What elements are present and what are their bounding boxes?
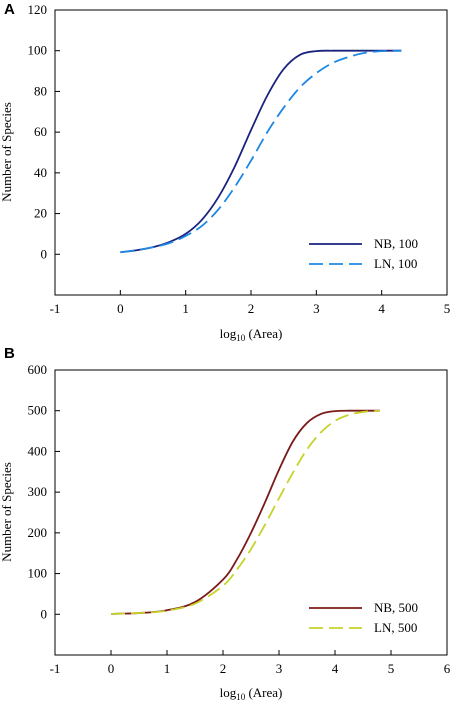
x-tick-label: 1 (164, 661, 171, 676)
y-tick-label: 400 (28, 443, 48, 458)
plot-frame-a (54, 9, 448, 296)
x-tick-label: 0 (117, 301, 124, 316)
y-tick-label: 100 (28, 43, 48, 58)
x-tick-label: 4 (332, 661, 339, 676)
x-tick-label: -1 (50, 301, 61, 316)
x-tick-label: 5 (444, 301, 451, 316)
x-tick-label: 3 (276, 661, 283, 676)
x-tick-label: 3 (313, 301, 320, 316)
x-tick-label: -1 (50, 661, 61, 676)
y-tick-label: 300 (28, 484, 48, 499)
y-tick-label: 600 (28, 362, 48, 377)
x-axis-title-b: log10 (Area) (220, 685, 283, 702)
y-tick-label: 100 (28, 566, 48, 581)
series-line-ln-100 (120, 49, 402, 254)
x-ticks-b: -1 0 1 2 3 4 5 6 (50, 650, 451, 676)
series-line-ln-500 (110, 409, 380, 615)
x-axis-title-a: log10 (Area) (220, 326, 283, 343)
y-ticks-b: 0 100 200 300 400 500 600 (28, 362, 60, 621)
series-lines-b (110, 409, 380, 615)
y-tick-label: 80 (34, 83, 47, 98)
x-tick-label: 4 (378, 301, 385, 316)
series-line-nb-500 (110, 409, 380, 615)
y-tick-label: 40 (34, 165, 47, 180)
plot-frame-b (54, 369, 448, 656)
y-axis-title-b: Number of Species (0, 462, 14, 562)
x-ticks-a: -1 0 1 2 3 4 5 (50, 290, 451, 316)
legend-label-nb-500: NB, 500 (374, 600, 418, 615)
y-tick-label: 20 (34, 206, 47, 221)
y-axis-title-a: Number of Species (0, 102, 14, 202)
panel-label-b: B (4, 345, 15, 362)
x-tick-label: 2 (248, 301, 255, 316)
x-tick-label: 6 (444, 661, 451, 676)
series-line-nb-100 (120, 49, 402, 254)
x-tick-label: 2 (220, 661, 227, 676)
x-tick-label: 5 (388, 661, 395, 676)
y-tick-label: 500 (28, 403, 48, 418)
y-tick-label: 0 (41, 246, 48, 261)
series-lines-a (120, 49, 402, 254)
y-tick-label: 0 (41, 606, 48, 621)
y-tick-label: 120 (28, 2, 48, 17)
panel-b: B -1 0 1 2 3 4 5 6 0 100 200 300 400 500 600 log10 (A… (0, 345, 451, 702)
x-tick-label: 0 (108, 661, 115, 676)
legend-label-ln-100: LN, 100 (374, 256, 417, 271)
y-tick-label: 200 (28, 525, 48, 540)
legend-label-ln-500: LN, 500 (374, 620, 417, 635)
legend-b: NB, 500 LN, 500 (309, 600, 418, 635)
y-ticks-a: 0 20 40 60 80 100 120 (28, 2, 60, 261)
y-tick-label: 60 (34, 124, 47, 139)
legend-label-nb-100: NB, 100 (374, 236, 418, 251)
x-tick-label: 1 (182, 301, 189, 316)
legend-a: NB, 100 LN, 100 (309, 236, 418, 271)
panel-label-a: A (4, 1, 15, 18)
